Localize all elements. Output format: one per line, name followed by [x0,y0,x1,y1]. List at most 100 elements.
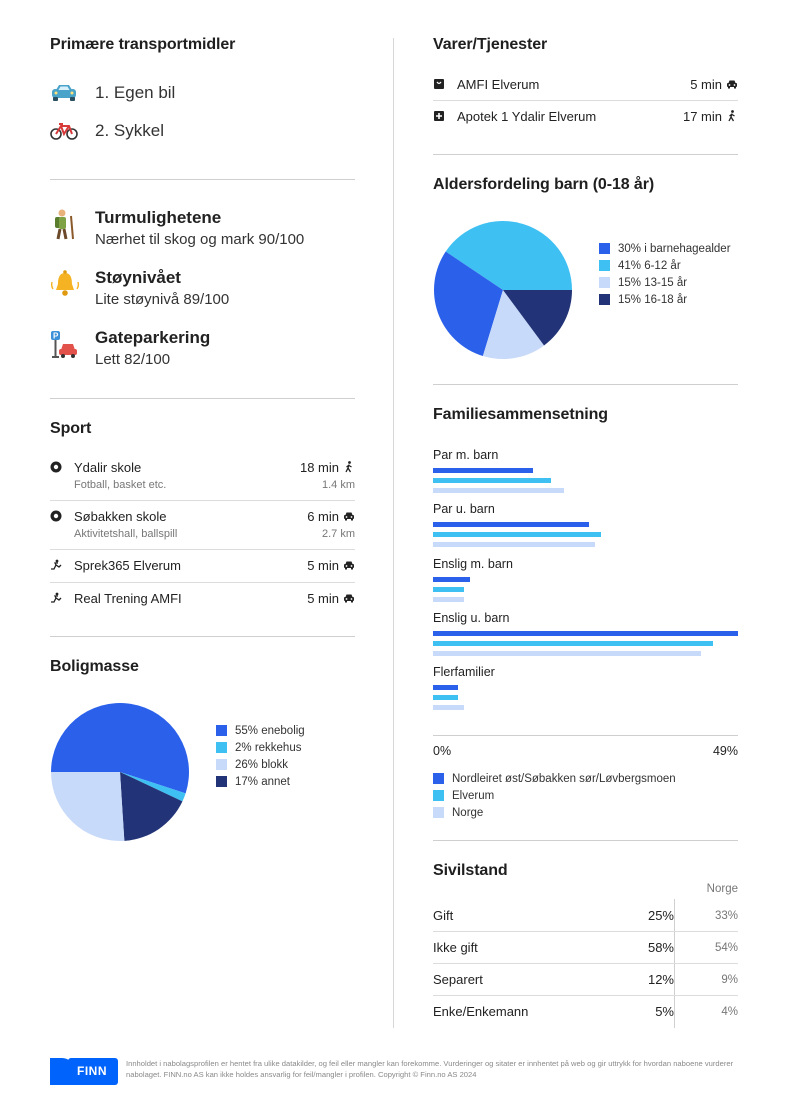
sport-name: Sprek365 Elverum [74,558,181,573]
civil-label: Gift [433,908,454,923]
gym-icon [51,592,62,603]
divider [50,636,355,637]
legend-label: 15% 13-15 år [618,276,688,289]
sport-sub: Aktivitetshall, ballspill [74,528,178,540]
legend-swatch [599,260,610,271]
car-icon [52,85,76,101]
civil-row: Gift 25% 33% [433,899,738,931]
civil-norge-header: Norge [706,883,738,895]
soccer-ball-icon [50,461,62,473]
civil-row: Separert 12% 9% [433,963,738,995]
column-divider [393,38,394,1028]
housing-title: Boligmasse [50,658,139,675]
civil-label: Ikke gift [433,940,478,955]
quality-sub: Lite støynivå 89/100 [95,291,230,308]
legend-item: 26% blokk [216,756,305,773]
quality-noise: Støynivået Lite støynivå 89/100 [50,268,229,308]
car-icon [727,80,737,89]
legend-item: 55% enebolig [216,722,305,739]
bar-enslig-u-barn-series-3 [433,651,701,656]
legend-item: 41% 6-12 år [599,257,731,274]
family-legend: Nordleiret øst/Søbakken sør/Løvbergsmoen… [433,770,676,821]
civil-norge-value: 33% [714,910,738,922]
transport-item-bicycle: 2. Sykkel [50,121,164,141]
axis-line [433,735,738,736]
legend-swatch [216,725,227,736]
legend-item: 15% 13-15 år [599,274,731,291]
civil-value: 58% [647,940,674,955]
sport-title: Sport [50,420,92,437]
housing-slice-blokk [51,772,125,841]
ages-pie-chart [434,221,572,359]
legend-swatch [599,294,610,305]
legend-item: Elverum [433,787,676,804]
group-label: Enslig m. barn [433,557,513,571]
quality-title: Støynivået [95,268,181,287]
parking-icon: P [51,331,77,358]
row-divider [433,963,738,964]
sport-time: 18 min [299,460,339,475]
quality-sub: Lett 82/100 [95,351,171,368]
bar-enslig-m-barn-series-1 [433,577,471,582]
group-label: Par m. barn [433,448,499,462]
quality-title: Gateparkering [95,328,211,347]
finn-logo: FINN [50,1058,118,1085]
bar-par-u-barn-series-1 [433,522,589,527]
hiker-icon [55,209,74,240]
goods-title: Varer/Tjenester [433,36,548,53]
goods-time: 17 min [682,109,722,124]
bar-par-m-barn-series-3 [433,488,564,493]
family-title: Familiesammensetning [433,406,608,423]
housing-pie-chart [51,703,189,841]
legend-label: 55% enebolig [235,724,305,737]
footer-disclaimer: Innholdet i nabolagsprofilen er hentet f… [126,1059,734,1079]
family-bar-chart: Par m. barn Par u. barn Enslig m. barn E… [433,448,738,738]
row-divider [433,100,738,101]
sport-dist: 1.4 km [321,479,355,491]
civil-value: 5% [655,1004,674,1019]
ages-slice-16-18-år [503,290,572,346]
civil-row: Enke/Enkemann 5% 4% [433,995,738,1027]
row-divider [433,995,738,996]
footer: FINN Innholdet i nabolagsprofilen er hen… [50,1058,740,1085]
finn-logo-mark [50,1058,118,1085]
sport-dist: 2.7 km [321,528,355,540]
legend-label: 26% blokk [235,758,289,771]
ages-slice-13-15-år [482,290,545,359]
sport-sub: Fotball, basket etc. [74,479,167,491]
legend-item: 2% rekkehus [216,739,305,756]
legend-item: 30% i barnehagealder [599,240,731,257]
legend-label: 17% annet [235,775,290,788]
axis-min-label: 0% [433,744,452,758]
bar-par-u-barn-series-2 [433,532,602,537]
transport-title: Primære transportmidler [50,36,236,53]
goods-name: AMFI Elverum [457,77,540,92]
goods-name: Apotek 1 Ydalir Elverum [457,109,597,124]
bar-enslig-u-barn-series-1 [433,631,738,636]
civil-norge-value: 4% [721,1006,738,1018]
housing-slice-annet [120,772,183,841]
walk-icon [345,461,352,473]
gym-icon [51,559,62,570]
quality-parking: P Gateparkering Lett 82/100 [50,328,210,368]
sport-name: Real Trening AMFI [74,591,182,606]
legend-item: Norge [433,804,676,821]
civil-norge-value: 54% [714,942,738,954]
row-divider [50,549,355,550]
legend-swatch [599,243,610,254]
bar-enslig-m-barn-series-2 [433,587,465,592]
civil-title: Sivilstand [433,862,508,879]
legend-label: 15% 16-18 år [618,293,688,306]
finn-logo-text: FINN [77,1064,107,1078]
bar-enslig-m-barn-series-3 [433,597,465,602]
legend-label: Norge [452,806,484,819]
legend-label: Nordleiret øst/Søbakken sør/Løvbergsmoen [452,772,676,785]
divider [50,179,355,180]
civil-label: Separert [433,972,483,987]
bar-flerfamilier-series-2 [433,695,458,700]
legend-swatch [433,790,444,801]
quality-hiking: Turmulighetene Nærhet til skog og mark 9… [50,208,304,248]
ages-legend: 30% i barnehagealder 41% 6-12 år 15% 13-… [599,240,731,308]
transport-label-car: 1. Egen bil [95,83,176,102]
axis-max-label: 49% [712,744,738,758]
